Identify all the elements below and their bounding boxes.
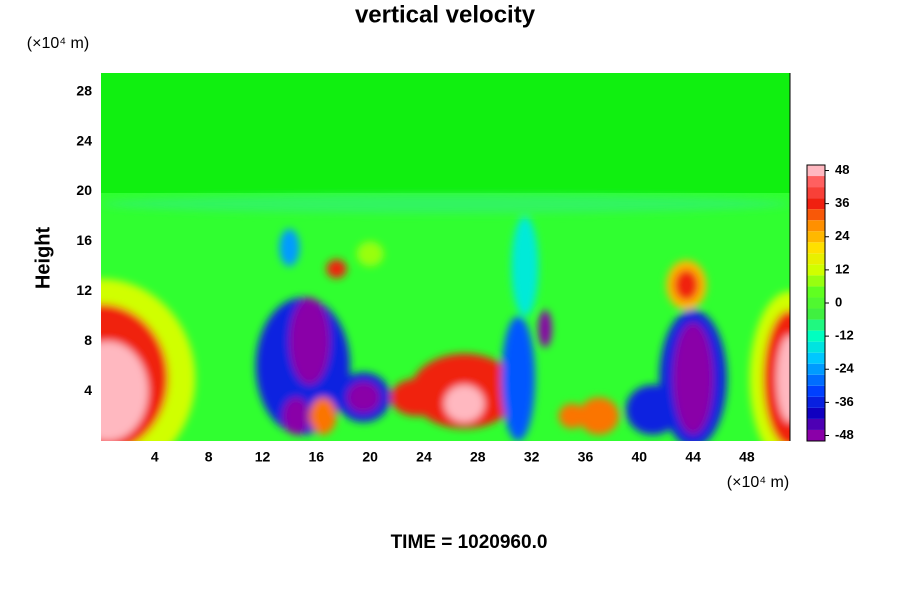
colorbar-band (807, 418, 825, 430)
colorbar-band (807, 231, 825, 243)
y-tick-label: 24 (76, 132, 92, 148)
y-tick-label: 4 (84, 382, 92, 398)
x-tick-label: 16 (309, 449, 325, 465)
x-tick-label: 4 (151, 449, 159, 465)
contour-region (578, 397, 620, 435)
colorbar-band (807, 253, 825, 265)
contour-region (101, 194, 790, 214)
contour-region (672, 322, 714, 435)
x-tick-label: 20 (362, 449, 378, 465)
colorbar-band (807, 330, 825, 342)
contour-region (674, 269, 699, 301)
x-tick-label: 28 (470, 449, 486, 465)
contour-region (346, 381, 381, 413)
y-tick-label: 8 (84, 332, 92, 348)
colorbar-tick-label: 36 (835, 195, 849, 210)
colorbar-tick-label: 0 (835, 294, 842, 309)
contour-region (501, 316, 535, 441)
colorbar-band (807, 407, 825, 419)
footer: TIME = 1020960.0 (391, 532, 548, 553)
colorbar-band (807, 385, 825, 397)
contour-region (309, 397, 337, 435)
colorbar-band (807, 319, 825, 331)
colorbar-band (807, 396, 825, 408)
colorbar-tick-label: -36 (835, 394, 854, 409)
x-tick-label: 32 (524, 449, 540, 465)
colorbar-band (807, 187, 825, 199)
contour-region (511, 216, 539, 317)
x-tick-label: 12 (255, 449, 271, 465)
colorbar-band (807, 286, 825, 298)
colorbar-band (807, 264, 825, 276)
contour-region (101, 341, 149, 441)
x-tick-label: 40 (631, 449, 647, 465)
upper-layer (101, 73, 790, 193)
colorbar-band (807, 341, 825, 353)
y-axis-label: Height (32, 227, 54, 290)
colorbar-band (807, 209, 825, 221)
y-tick-label: 28 (76, 82, 92, 98)
colorbar-tick-label: -12 (835, 328, 854, 343)
colorbar-band (807, 165, 825, 177)
colorbar-tick-label: 24 (835, 228, 850, 243)
colorbar-band (807, 429, 825, 441)
field (101, 194, 790, 441)
colorbar-band (807, 275, 825, 287)
colorbar-band (807, 297, 825, 309)
y-tick-label: 12 (76, 282, 92, 298)
contour-region (538, 310, 552, 348)
y-tick-label: 20 (76, 182, 92, 198)
colorbar-band (807, 374, 825, 386)
x-tick-label: 8 (205, 449, 213, 465)
x-tick-label: 24 (416, 449, 432, 465)
contour-region (279, 228, 300, 267)
colorbar-band (807, 352, 825, 364)
colorbar-tick-label: -24 (835, 361, 855, 376)
colorbar-band (807, 363, 825, 375)
colorbar-band (807, 242, 825, 254)
y-unit: (×10⁴ m) (27, 35, 89, 52)
colorbar-tick-label: 48 (835, 162, 849, 177)
contour-region (356, 241, 384, 267)
colorbar-band (807, 220, 825, 232)
colorbar-band (807, 176, 825, 188)
x-tick-label: 48 (739, 449, 755, 465)
contour-region (326, 259, 347, 279)
x-tick-label: 44 (685, 449, 701, 465)
contour-region (282, 397, 310, 435)
colorbar-band (807, 198, 825, 210)
chart-title: vertical velocity (355, 1, 536, 28)
y-tick-label: 16 (76, 232, 92, 248)
colorbar: 48 36 24 12 0 -12 -24 -36 -48 (806, 162, 855, 442)
contour-region (289, 297, 330, 385)
colorbar-tick-label: -48 (835, 427, 854, 442)
contour-region (444, 384, 485, 423)
colorbar-band (807, 308, 825, 320)
x-tick-label: 36 (578, 449, 594, 465)
contour-region (558, 403, 586, 429)
colorbar-tick-label: 12 (835, 261, 849, 276)
contour-region (776, 334, 790, 423)
x-unit: (×10⁴ m) (727, 474, 789, 491)
